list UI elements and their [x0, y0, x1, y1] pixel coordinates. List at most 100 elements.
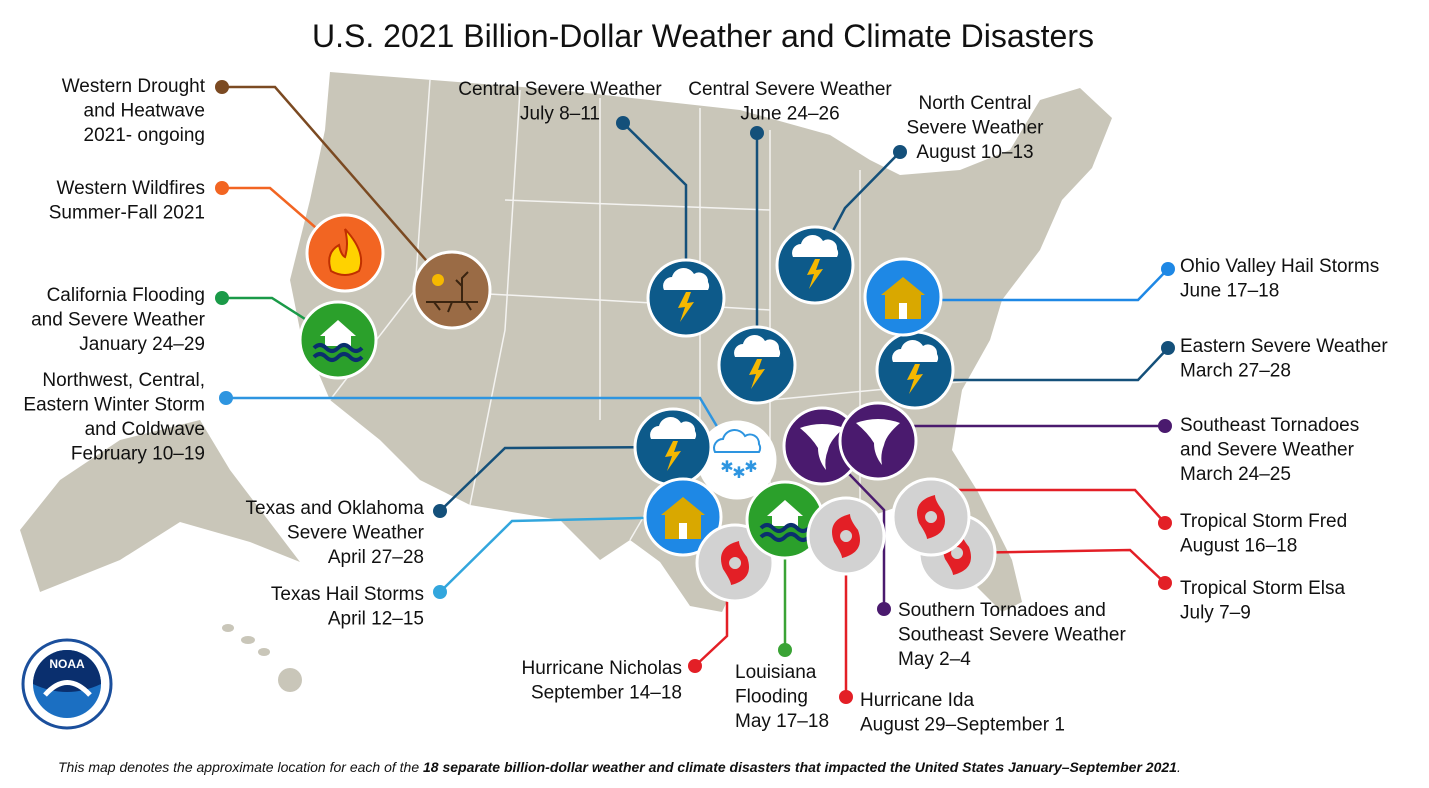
event-label: Hurricane Nicholas [521, 658, 682, 679]
icon-circle [891, 477, 971, 557]
hawaii [222, 624, 302, 692]
cloud [892, 340, 939, 362]
wave [312, 343, 364, 353]
event-label: March 27–28 [1180, 361, 1291, 382]
event-label: Eastern Winter Storm [23, 395, 205, 416]
event-label: Central Severe Weather [688, 79, 892, 100]
connector-dot [1158, 516, 1172, 530]
event-label: Hurricane Ida [860, 690, 974, 711]
event-label: January 24–29 [79, 334, 205, 355]
wave [759, 523, 811, 533]
connector-dot [616, 116, 630, 130]
cloud [650, 417, 697, 439]
footnote-end: . [1177, 759, 1181, 775]
event-label: Tropical Storm Elsa [1180, 578, 1345, 599]
swirl [832, 514, 860, 558]
event-icon [775, 225, 855, 305]
event-icon [717, 325, 797, 405]
event-label: Southeast Severe Weather [898, 625, 1126, 646]
event-label: September 14–18 [531, 683, 682, 704]
connector-dot [877, 602, 891, 616]
contiguous-us [290, 72, 1112, 612]
connector-dot [219, 391, 233, 405]
event-label: July 7–9 [1180, 603, 1251, 624]
event-label: August 10–13 [916, 142, 1033, 163]
snowflake: ✱ [720, 459, 733, 476]
event-label: Ohio Valley Hail Storms [1180, 256, 1379, 277]
funnel [800, 424, 844, 470]
event-label: Louisiana [735, 662, 817, 683]
event-icon [875, 330, 955, 410]
connector-dot [215, 80, 229, 94]
event-label: Central Severe Weather [458, 79, 662, 100]
sun [432, 274, 444, 286]
event-label: July 8–11 [520, 104, 600, 125]
event-label: August 29–September 1 [860, 715, 1065, 736]
event-label: Western Wildfires [56, 178, 205, 199]
event-label: Severe Weather [287, 523, 425, 544]
house [320, 320, 356, 346]
house [881, 277, 925, 319]
event-label: August 16–18 [1180, 536, 1297, 557]
footnote-bold: 18 separate billion-dollar weather and c… [423, 759, 1177, 775]
bolt [907, 364, 923, 394]
event-label: Severe Weather [907, 118, 1045, 139]
event-label: and Heatwave [84, 101, 205, 122]
connector-line [956, 548, 1166, 584]
land [20, 72, 1112, 692]
event-label: California Flooding [47, 285, 205, 306]
event-icon [412, 250, 492, 330]
event-icon [782, 406, 862, 486]
event-icon [745, 480, 825, 560]
event-icon [891, 477, 971, 557]
connector-dot [839, 690, 853, 704]
connector-dot [1158, 419, 1172, 433]
event-icon [646, 258, 726, 338]
connector-dot [215, 181, 229, 195]
connector-dot [433, 585, 447, 599]
icon-circle [806, 496, 886, 576]
connector-dot [778, 643, 792, 657]
door [899, 303, 907, 319]
bolt [665, 441, 681, 471]
event-label: May 2–4 [898, 649, 971, 670]
funnel [856, 419, 900, 465]
snowflake: ✱ [732, 465, 745, 482]
event-label: May 17–18 [735, 711, 829, 732]
bolt [749, 359, 765, 389]
connector-line [439, 445, 674, 512]
event-label: Summer-Fall 2021 [49, 203, 205, 224]
icon-circle [412, 250, 492, 330]
icons: ✱✱✱ [298, 213, 997, 603]
alaska [20, 420, 300, 592]
cloud [734, 335, 781, 357]
event-label: and Severe Weather [1180, 440, 1355, 461]
event-icon [305, 213, 385, 293]
connector-line [439, 515, 684, 593]
event-icon: ✱✱✱ [697, 420, 777, 500]
event-label: March 24–25 [1180, 464, 1291, 485]
snowflake: ✱ [744, 459, 757, 476]
event-icon [633, 407, 713, 487]
event-label: Texas and Oklahoma [246, 498, 425, 519]
bolt [678, 292, 694, 322]
connector-dot [1158, 576, 1172, 590]
event-label: North Central [919, 93, 1032, 114]
connector-dot [1161, 262, 1175, 276]
event-label: and Severe Weather [31, 310, 206, 331]
event-label: 2021- ongoing [84, 125, 206, 146]
connector-dot [215, 291, 229, 305]
connector-dot [433, 504, 447, 518]
event-label: and Coldwave [85, 419, 205, 440]
event-label: Flooding [735, 687, 808, 708]
cloud [792, 235, 839, 257]
event-icon [863, 257, 943, 337]
swirl [721, 541, 749, 585]
house [661, 497, 705, 539]
event-label: April 27–28 [328, 547, 424, 568]
event-icon [838, 401, 918, 481]
swirl [917, 495, 945, 539]
cloud [663, 268, 710, 290]
event-label: June 17–18 [1180, 281, 1279, 302]
